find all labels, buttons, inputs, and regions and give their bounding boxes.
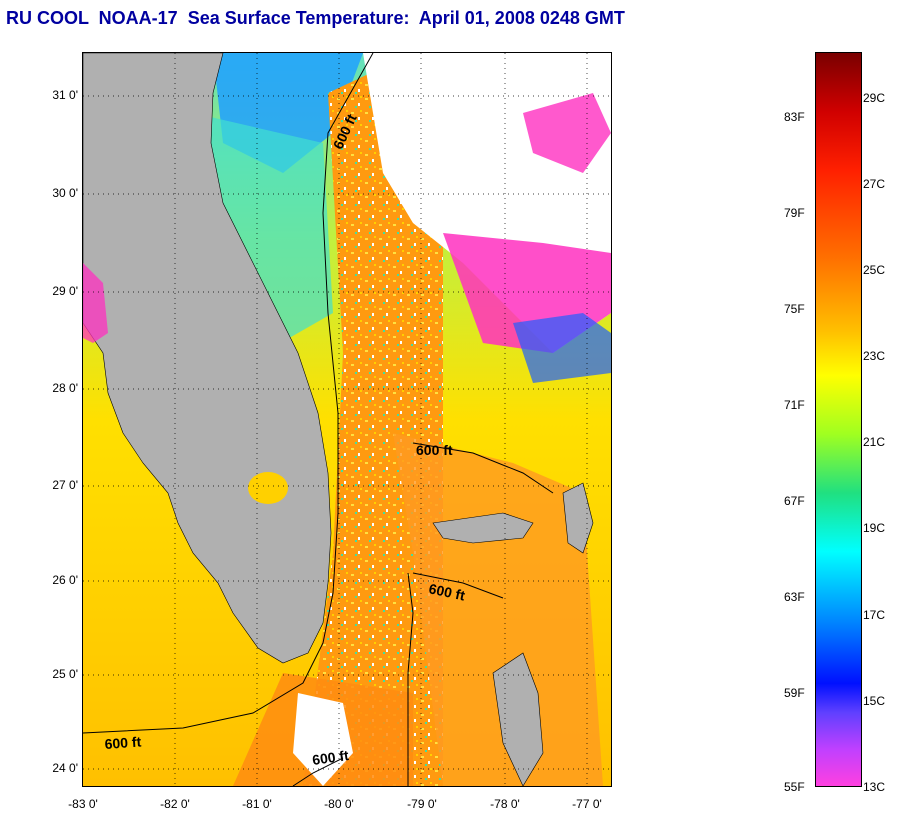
colorbar-gradient (816, 53, 861, 786)
isobath-600ft-north-bank (412, 572, 504, 599)
colorbar-label-25c: 25C (863, 263, 886, 277)
colorbar-label-19c: 19C (863, 521, 886, 535)
colorbar-label-59f: 59F (784, 686, 805, 700)
colorbar-label-71f: 71F (784, 398, 805, 412)
isobath-600ft-bahama-bank (407, 572, 414, 786)
lat-label-25: 25 0' (52, 667, 78, 681)
isobath-600ft-grand-bahama (412, 442, 554, 494)
contour-label-west: 600 ft (104, 733, 142, 752)
colorbar-label-27c: 27C (863, 177, 886, 191)
colorbar-label-17c: 17C (863, 608, 886, 622)
lon-label-77: -77 0' (572, 797, 602, 811)
contour-label-bank: 600 ft (427, 580, 466, 603)
cloud-keys (293, 693, 353, 786)
andros-land (492, 652, 544, 786)
abaco-land (562, 482, 594, 554)
grand-bahama-land (432, 512, 534, 544)
gulf-stream (303, 53, 443, 786)
lat-label-31: 31 0' (52, 88, 78, 102)
lon-label-80: -80 0' (324, 797, 354, 811)
colorbar-label-67f: 67F (784, 494, 805, 508)
florida-land (83, 53, 332, 664)
colorbar-label-55f: 55F (784, 780, 805, 794)
lat-label-29: 29 0' (52, 284, 78, 298)
lon-label-78: -78 0' (490, 797, 520, 811)
isobath-600ft-florida (83, 53, 374, 734)
sst-map-canvas: 600 ft 600 ft 600 ft 600 ft 600 ft (83, 53, 611, 786)
colorbar-label-79f: 79F (784, 206, 805, 220)
cold-patch-northeast (523, 93, 611, 173)
contour-label-grand-bahama: 600 ft (416, 442, 453, 458)
lat-label-24: 24 0' (52, 761, 78, 775)
contour-label-keys: 600 ft (311, 747, 350, 768)
colorbar-label-15c: 15C (863, 694, 886, 708)
lat-label-28: 28 0' (52, 381, 78, 395)
colorbar-label-75f: 75F (784, 302, 805, 316)
lat-label-30: 30 0' (52, 186, 78, 200)
isobath-600ft-keys (292, 757, 344, 786)
graticule (83, 53, 611, 786)
lon-label-82: -82 0' (160, 797, 190, 811)
lon-label-81: -81 0' (242, 797, 272, 811)
map-title: RU COOL NOAA-17 Sea Surface Temperature:… (6, 8, 625, 28)
cold-patch-east (513, 313, 611, 383)
temperature-colorbar (815, 52, 862, 787)
colorbar-label-21c: 21C (863, 435, 886, 449)
colorbar-label-29c: 29C (863, 91, 886, 105)
colorbar-label-63f: 63F (784, 590, 805, 604)
colorbar-label-83f: 83F (784, 110, 805, 124)
sst-map[interactable]: 600 ft 600 ft 600 ft 600 ft 600 ft (82, 52, 612, 787)
lat-label-26: 26 0' (52, 573, 78, 587)
colorbar-label-23c: 23C (863, 349, 886, 363)
colorbar-label-13c: 13C (863, 780, 886, 794)
lon-label-83: -83 0' (68, 797, 98, 811)
lat-label-27: 27 0' (52, 478, 78, 492)
lon-label-79: -79 0' (407, 797, 437, 811)
lake-okeechobee (248, 472, 288, 504)
cold-patch-west (83, 263, 108, 343)
